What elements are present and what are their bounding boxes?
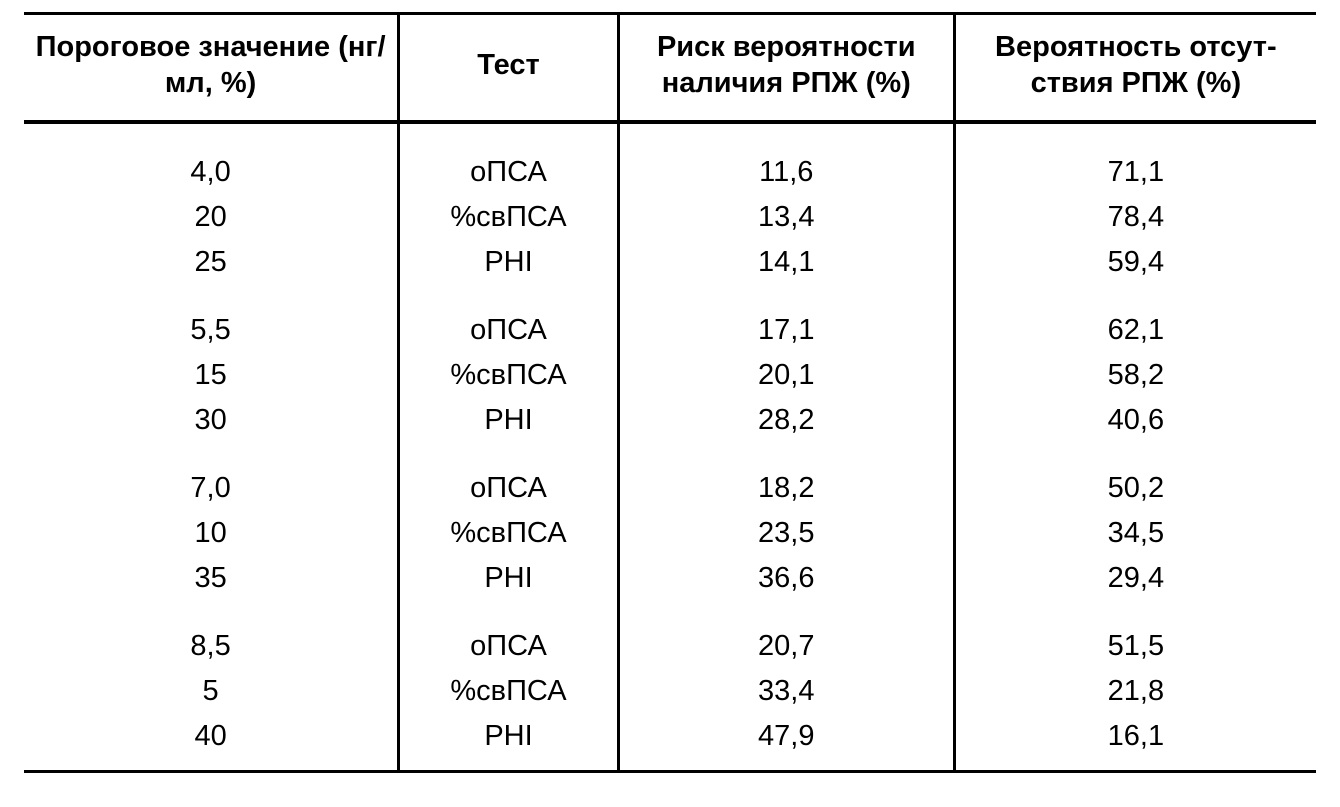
cell-risk: 23,5 [618, 511, 954, 556]
cell-threshold: 7,0 [24, 444, 399, 511]
cell-absence: 50,2 [954, 444, 1316, 511]
cell-test: оПСА [399, 286, 619, 353]
table-row: 35 PHI 36,6 29,4 [24, 556, 1316, 601]
cell-risk: 47,9 [618, 714, 954, 771]
cell-threshold: 40 [24, 714, 399, 771]
cell-threshold: 8,5 [24, 602, 399, 669]
cell-risk: 13,4 [618, 195, 954, 240]
col-header-threshold: Пороговое значение (нг/мл, %) [24, 14, 399, 122]
cell-test: PHI [399, 240, 619, 285]
table-row: 20 %свПСА 13,4 78,4 [24, 195, 1316, 240]
cell-test: %свПСА [399, 669, 619, 714]
cell-absence: 59,4 [954, 240, 1316, 285]
cell-risk: 28,2 [618, 398, 954, 443]
cell-risk: 36,6 [618, 556, 954, 601]
cell-threshold: 5 [24, 669, 399, 714]
cell-test: PHI [399, 398, 619, 443]
table-row: 15 %свПСА 20,1 58,2 [24, 353, 1316, 398]
cell-absence: 34,5 [954, 511, 1316, 556]
cell-test: оПСА [399, 602, 619, 669]
cell-test: PHI [399, 556, 619, 601]
table-row: 25 PHI 14,1 59,4 [24, 240, 1316, 285]
cell-test: %свПСА [399, 353, 619, 398]
cell-risk: 14,1 [618, 240, 954, 285]
cell-absence: 78,4 [954, 195, 1316, 240]
cell-absence: 51,5 [954, 602, 1316, 669]
cell-absence: 21,8 [954, 669, 1316, 714]
table-row: 30 PHI 28,2 40,6 [24, 398, 1316, 443]
col-header-test: Тест [399, 14, 619, 122]
table-row: 4,0 оПСА 11,6 71,1 [24, 122, 1316, 195]
cell-risk: 11,6 [618, 122, 954, 195]
cell-absence: 71,1 [954, 122, 1316, 195]
cell-risk: 33,4 [618, 669, 954, 714]
table-row: 7,0 оПСА 18,2 50,2 [24, 444, 1316, 511]
cell-absence: 29,4 [954, 556, 1316, 601]
cell-test: %свПСА [399, 511, 619, 556]
cell-risk: 20,7 [618, 602, 954, 669]
cell-risk: 18,2 [618, 444, 954, 511]
cell-test: оПСА [399, 444, 619, 511]
cell-threshold: 15 [24, 353, 399, 398]
cell-risk: 17,1 [618, 286, 954, 353]
cell-threshold: 5,5 [24, 286, 399, 353]
table-header-row: Пороговое значение (нг/мл, %) Тест Риск … [24, 14, 1316, 122]
table-row: 5 %свПСА 33,4 21,8 [24, 669, 1316, 714]
cell-absence: 40,6 [954, 398, 1316, 443]
col-header-risk: Риск вероятности наличия РПЖ (%) [618, 14, 954, 122]
cell-test: оПСА [399, 122, 619, 195]
table-row: 5,5 оПСА 17,1 62,1 [24, 286, 1316, 353]
col-header-absence: Вероятность отсут­ствия РПЖ (%) [954, 14, 1316, 122]
cell-threshold: 35 [24, 556, 399, 601]
cell-threshold: 30 [24, 398, 399, 443]
cell-absence: 62,1 [954, 286, 1316, 353]
cell-risk: 20,1 [618, 353, 954, 398]
cell-test: PHI [399, 714, 619, 771]
cell-threshold: 10 [24, 511, 399, 556]
cell-threshold: 25 [24, 240, 399, 285]
cell-absence: 58,2 [954, 353, 1316, 398]
data-table: Пороговое значение (нг/мл, %) Тест Риск … [24, 12, 1316, 773]
cell-threshold: 20 [24, 195, 399, 240]
cell-absence: 16,1 [954, 714, 1316, 771]
cell-threshold: 4,0 [24, 122, 399, 195]
cell-test: %свПСА [399, 195, 619, 240]
table-row: 40 PHI 47,9 16,1 [24, 714, 1316, 771]
table-row: 10 %свПСА 23,5 34,5 [24, 511, 1316, 556]
table-row: 8,5 оПСА 20,7 51,5 [24, 602, 1316, 669]
